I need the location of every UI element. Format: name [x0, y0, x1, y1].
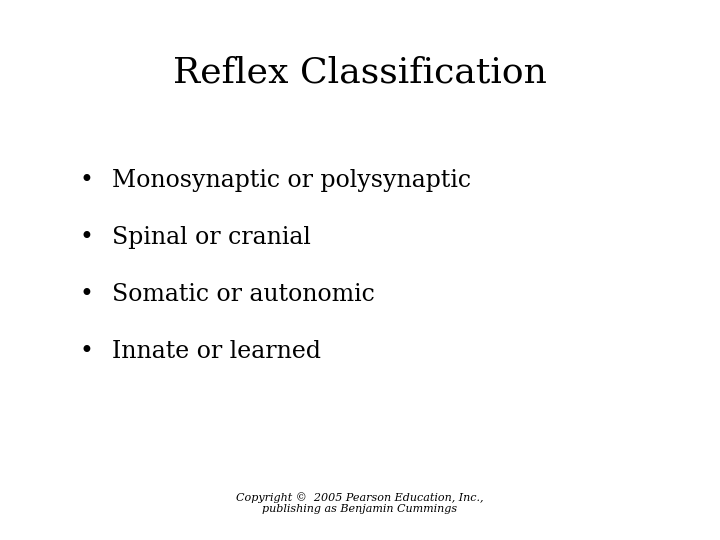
Text: Innate or learned: Innate or learned	[112, 340, 320, 362]
Text: •: •	[79, 170, 94, 192]
Text: Spinal or cranial: Spinal or cranial	[112, 226, 310, 249]
Text: •: •	[79, 226, 94, 249]
Text: Somatic or autonomic: Somatic or autonomic	[112, 283, 374, 306]
Text: Reflex Classification: Reflex Classification	[173, 56, 547, 90]
Text: •: •	[79, 283, 94, 306]
Text: Monosynaptic or polysynaptic: Monosynaptic or polysynaptic	[112, 170, 471, 192]
Text: •: •	[79, 340, 94, 362]
Text: Copyright ©  2005 Pearson Education, Inc.,
publishing as Benjamin Cummings: Copyright © 2005 Pearson Education, Inc.…	[236, 492, 484, 515]
